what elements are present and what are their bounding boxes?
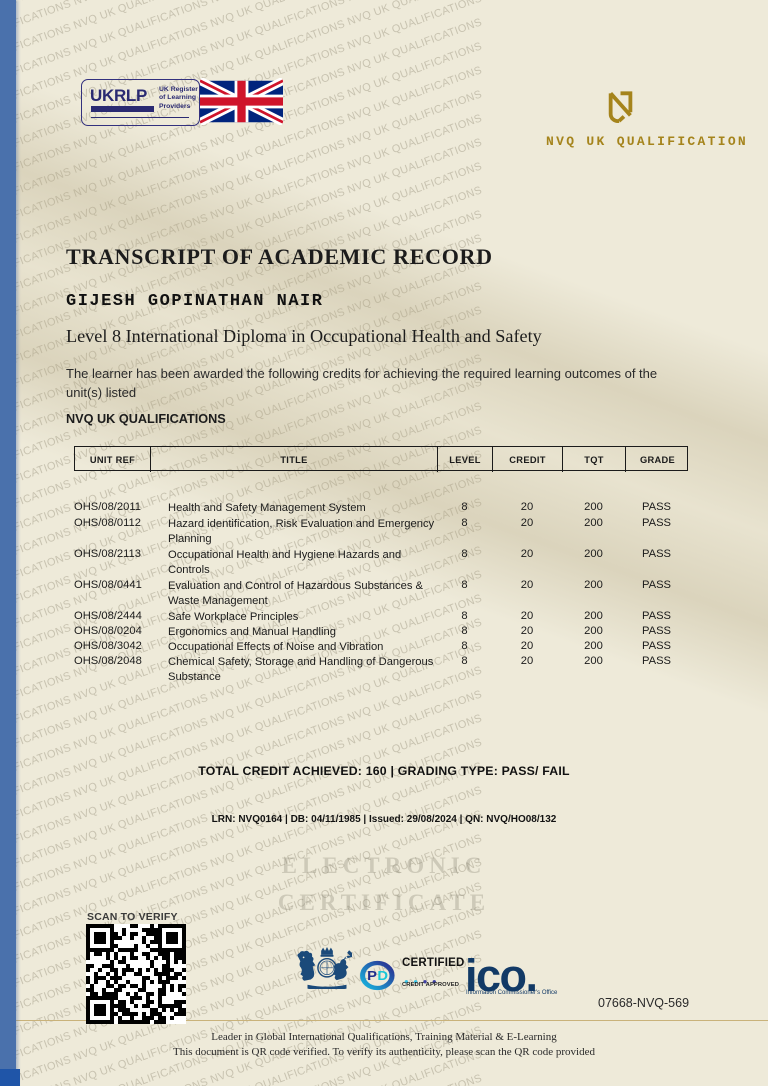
svg-text:D: D: [377, 969, 388, 983]
svg-text:P: P: [367, 969, 377, 983]
